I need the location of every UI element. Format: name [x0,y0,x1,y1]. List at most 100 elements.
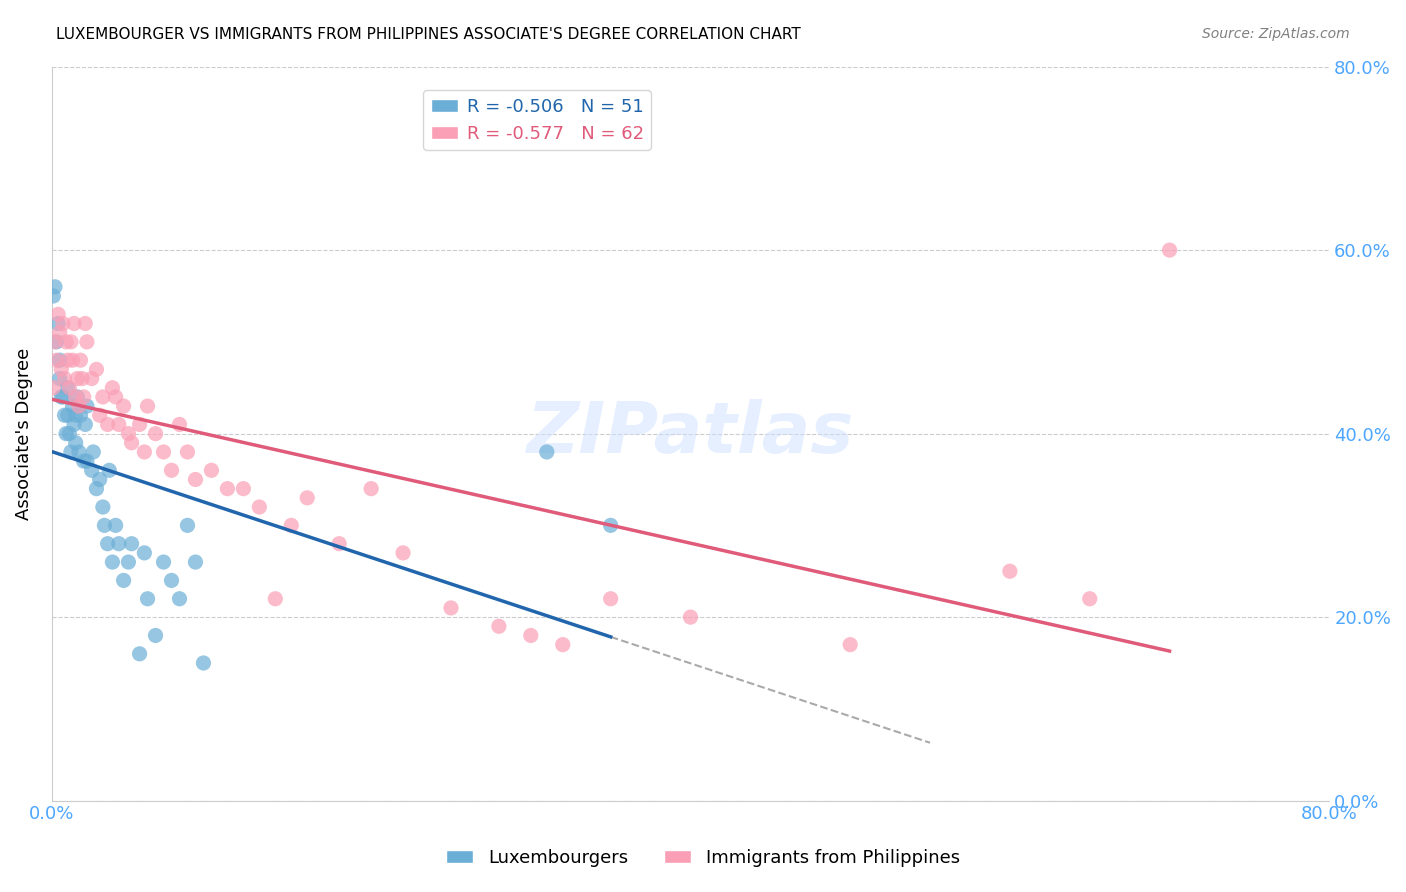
Point [134,546,156,560]
Point [73,454,96,468]
Point [232,482,254,496]
Point [42,289,65,303]
Point [76,399,98,413]
Point [48,326,70,340]
Point [101,381,124,395]
Point [176,518,198,533]
Point [86,482,108,496]
Point [45,334,67,349]
Point [176,445,198,459]
Point [152,445,174,459]
Point [69,353,91,368]
Point [42,381,65,395]
Point [93,518,115,533]
Point [160,463,183,477]
Point [108,537,131,551]
Point [145,426,167,441]
Text: LUXEMBOURGER VS IMMIGRANTS FROM PHILIPPINES ASSOCIATE'S DEGREE CORRELATION CHART: LUXEMBOURGER VS IMMIGRANTS FROM PHILIPPI… [56,27,801,42]
Point [82,445,104,459]
Point [67,399,90,413]
Point [76,334,98,349]
Point [152,555,174,569]
Text: Source: ZipAtlas.com: Source: ZipAtlas.com [1202,27,1350,41]
Point [104,390,127,404]
Point [108,417,131,432]
Point [53,371,76,385]
Point [128,647,150,661]
Point [91,500,114,514]
Point [128,417,150,432]
Point [145,628,167,642]
Point [46,317,69,331]
Point [55,334,77,349]
Point [56,409,79,423]
Point [58,426,80,441]
Point [56,381,79,395]
Point [169,591,191,606]
Point [440,601,463,615]
Point [51,390,73,404]
Point [297,491,319,505]
Point [76,454,98,468]
Point [48,353,70,368]
Point [536,445,558,459]
Legend: Luxembourgers, Immigrants from Philippines: Luxembourgers, Immigrants from Philippin… [439,842,967,874]
Point [89,473,111,487]
Point [44,280,66,294]
Point [112,574,135,588]
Point [98,463,121,477]
Point [200,463,222,477]
Point [184,555,207,569]
Point [80,463,103,477]
Point [52,317,75,331]
Point [97,537,120,551]
Point [89,409,111,423]
Point [117,555,139,569]
Point [46,307,69,321]
Point [360,482,382,496]
Point [117,426,139,441]
Point [121,435,143,450]
Point [63,417,86,432]
Point [392,546,415,560]
Point [63,317,86,331]
Point [75,417,97,432]
Point [67,445,90,459]
Point [101,555,124,569]
Point [280,518,302,533]
Point [193,656,215,670]
Point [86,362,108,376]
Point [80,371,103,385]
Point [91,390,114,404]
Point [45,353,67,368]
Point [65,390,87,404]
Point [121,537,143,551]
Point [169,417,191,432]
Point [70,371,93,385]
Point [599,518,621,533]
Point [998,564,1021,578]
Point [69,409,91,423]
Point [160,574,183,588]
Point [66,390,89,404]
Point [51,362,73,376]
Point [1159,243,1181,257]
Point [73,390,96,404]
Point [112,399,135,413]
Point [97,417,120,432]
Point [75,317,97,331]
Point [679,610,702,624]
Point [136,399,159,413]
Point [65,409,87,423]
Point [264,591,287,606]
Point [551,638,574,652]
Point [66,371,89,385]
Point [599,591,621,606]
Y-axis label: Associate's Degree: Associate's Degree [15,348,32,520]
Point [59,445,82,459]
Point [44,334,66,349]
Legend: R = -0.506   N = 51, R = -0.577   N = 62: R = -0.506 N = 51, R = -0.577 N = 62 [423,90,651,150]
Point [53,409,76,423]
Point [520,628,543,642]
Point [247,500,270,514]
